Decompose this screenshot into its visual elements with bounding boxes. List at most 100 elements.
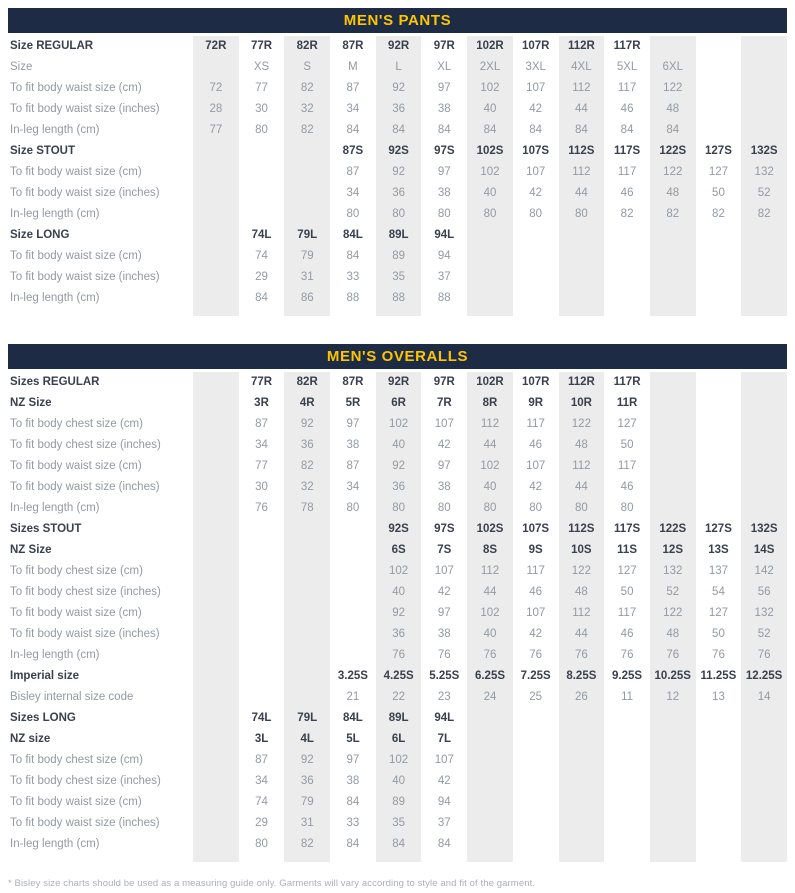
table-cell	[193, 414, 239, 435]
table-cell: 107R	[521, 40, 550, 52]
table-row: To fit body waist size (inches) 28 30 32 34 3…	[8, 99, 787, 120]
table-cell	[239, 540, 285, 561]
table-cell	[193, 708, 239, 729]
table-cell	[239, 603, 285, 624]
table-cell	[284, 855, 331, 862]
table-cell: 74	[255, 250, 268, 262]
table-row: NZ Size 6S 7S 8S 9S 10S 11S 12S 13S 14S	[8, 540, 787, 561]
table-cell: 102	[375, 750, 422, 771]
row-label: To fit body chest size (cm)	[10, 754, 143, 766]
table-cell: 117S	[613, 145, 641, 157]
table-cell: 122	[649, 78, 696, 99]
table-cell: 34	[346, 481, 360, 493]
table-cell: 34	[255, 439, 268, 451]
table-cell: 122S	[649, 141, 696, 162]
table-cell: 5XL	[616, 61, 638, 73]
table-cell	[467, 834, 513, 855]
table-cell	[696, 456, 742, 477]
table-cell: 44	[558, 99, 605, 120]
table-spacer-row	[8, 855, 787, 862]
table-cell: 8S	[467, 540, 513, 561]
table-cell	[467, 771, 513, 792]
table-cell: 97	[346, 754, 360, 766]
table-cell	[284, 645, 331, 666]
table-cell: 82	[712, 208, 725, 220]
table-cell	[330, 624, 376, 645]
table-cell: 87	[346, 82, 360, 94]
table-cell: 80	[437, 502, 451, 514]
table-cell	[284, 162, 331, 183]
table-cell: 127	[617, 565, 637, 577]
table-cell	[649, 750, 696, 771]
table-cell	[193, 855, 239, 862]
table-cell: 40	[375, 771, 422, 792]
table-cell	[193, 834, 239, 855]
table-cell: 97	[437, 82, 451, 94]
table-cell	[193, 750, 239, 771]
table-cell: 84	[375, 834, 422, 855]
size-chart-footnote: * Bisley size charts should be used as a…	[8, 878, 536, 889]
table-cell: 4.25S	[375, 666, 422, 687]
table-cell: 34	[346, 187, 360, 199]
table-cell	[193, 393, 239, 414]
table-cell: 87R	[342, 40, 364, 52]
table-cell	[193, 603, 239, 624]
table-cell: 6L	[375, 729, 422, 750]
table-cell: 79L	[284, 708, 331, 729]
table-cell: 11S	[617, 544, 637, 556]
table-cell	[696, 372, 742, 393]
table-row: To fit body waist size (inches) 36 38 40 42 4…	[8, 624, 787, 645]
table-cell: 48	[558, 582, 605, 603]
row-label: In-leg length (cm)	[10, 292, 100, 304]
table-cell: 74L	[251, 229, 272, 241]
table-cell: 84	[346, 250, 360, 262]
table-cell: 117	[617, 166, 637, 178]
table-cell	[558, 792, 605, 813]
table-cell	[741, 456, 787, 477]
table-cell: 76	[649, 645, 696, 666]
table-cell: 80	[467, 204, 513, 225]
table-cell: 112	[467, 414, 513, 435]
table-cell: 34	[346, 103, 360, 115]
table-cell: S	[284, 57, 331, 78]
table-cell	[284, 582, 331, 603]
table-cell: 122S	[649, 519, 696, 540]
table-cell: 36	[375, 624, 422, 645]
table-cell	[513, 792, 559, 813]
table-cell: 87S	[342, 145, 364, 157]
table-cell	[239, 162, 285, 183]
table-cell	[284, 183, 331, 204]
table-cell	[649, 771, 696, 792]
table-cell: 97R	[433, 40, 455, 52]
table-row: Size STOUT 87S 92S 97S 102S 107S 112S 117S 122S 1…	[8, 141, 787, 162]
table-cell	[193, 519, 239, 540]
table-cell	[696, 120, 742, 141]
table-cell	[696, 246, 742, 267]
table-cell: 84	[346, 124, 360, 136]
table-cell	[193, 624, 239, 645]
table-cell: 35	[375, 267, 422, 288]
row-label: To fit body waist size (cm)	[10, 796, 142, 808]
table-cell: 132S	[741, 519, 787, 540]
table-cell: 74L	[251, 712, 272, 724]
mens-overalls-table-body: Sizes REGULAR 77R 82R 87R 92R 97R 102R 107R 112R…	[8, 372, 787, 862]
table-cell	[193, 435, 239, 456]
table-cell	[604, 246, 650, 267]
table-cell	[193, 372, 239, 393]
table-cell	[558, 750, 605, 771]
table-cell: 33	[346, 817, 360, 829]
row-label: Size LONG	[10, 229, 70, 241]
table-cell	[696, 498, 742, 519]
table-cell: 79	[284, 246, 331, 267]
table-cell: 56	[741, 582, 787, 603]
table-cell	[193, 729, 239, 750]
table-cell: 84	[346, 838, 360, 850]
table-cell: 107S	[522, 145, 550, 157]
table-cell	[330, 582, 376, 603]
table-cell: 5R	[345, 397, 361, 409]
table-cell: 4R	[284, 393, 331, 414]
table-cell	[239, 624, 285, 645]
table-cell: 102	[375, 414, 422, 435]
table-cell: 44	[467, 435, 513, 456]
table-cell: 77	[193, 120, 239, 141]
